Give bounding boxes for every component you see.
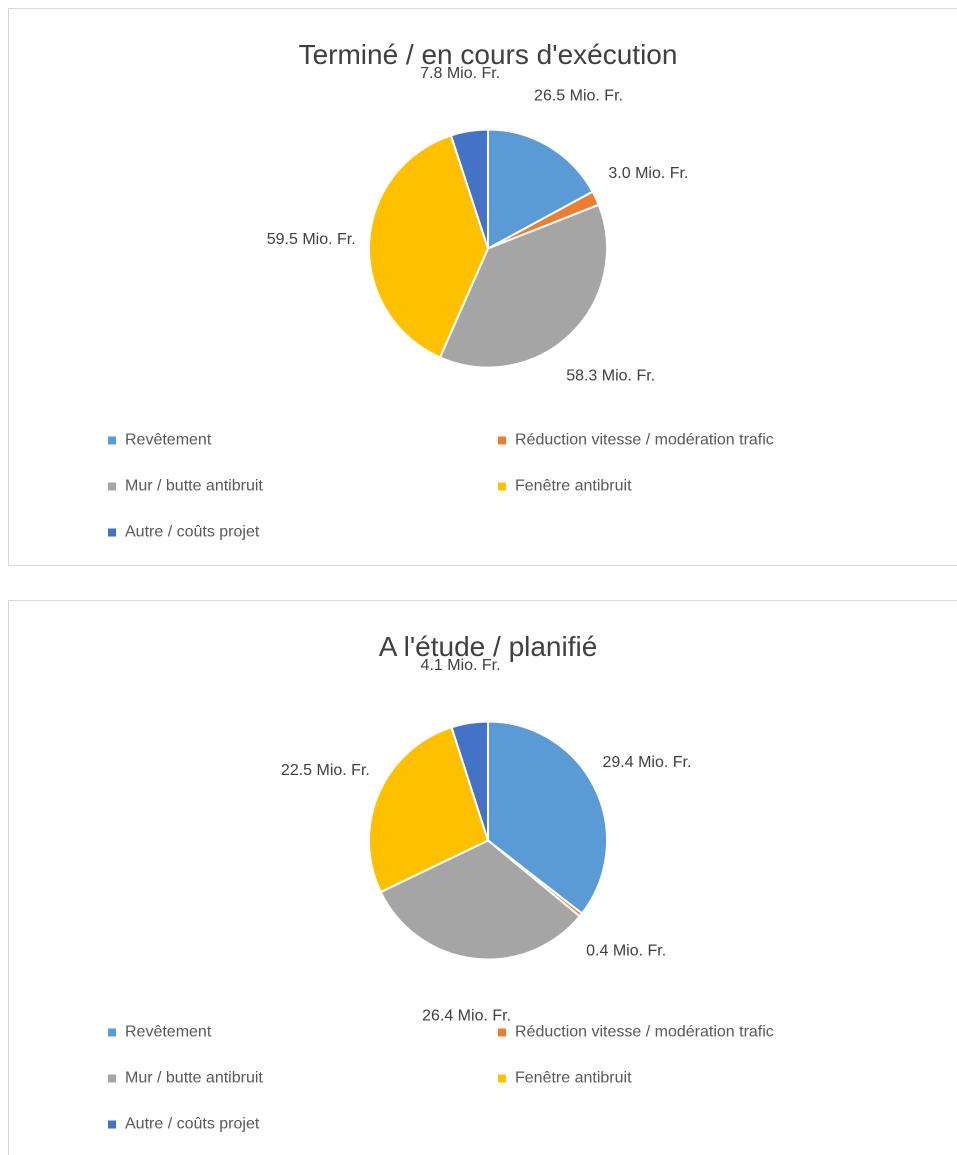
chart-title: Terminé / en cours d'exécution — [299, 39, 678, 70]
data-label: 22.5 Mio. Fr. — [281, 762, 370, 779]
data-label: 58.3 Mio. Fr. — [566, 367, 655, 384]
pie-slice — [487, 720, 608, 915]
data-label: 29.4 Mio. Fr. — [603, 754, 692, 771]
legend-swatch — [108, 482, 116, 491]
legend-label: Mur / butte antibruit — [125, 478, 263, 495]
data-label: 4.1 Mio. Fr. — [421, 657, 501, 674]
data-label: 0.4 Mio. Fr. — [586, 942, 666, 959]
chart-title: A l'étude / planifié — [379, 631, 598, 662]
legend-swatch — [498, 436, 506, 445]
legend-swatch — [108, 436, 116, 445]
legend-label: Revêtement — [125, 1024, 212, 1041]
data-label: 3.0 Mio. Fr. — [608, 165, 688, 182]
legend-swatch — [108, 1028, 116, 1037]
data-label: 26.5 Mio. Fr. — [534, 88, 623, 105]
data-label: 26.4 Mio. Fr. — [422, 1007, 511, 1024]
legend-swatch — [108, 1074, 116, 1083]
legend-swatch — [498, 482, 506, 491]
chart: Terminé / en cours d'exécution 26.5 Mio. … — [8, 8, 957, 566]
legend-label: Réduction vitesse / modération trafic — [515, 432, 774, 449]
chart-frame — [8, 600, 957, 1155]
legend-label: Fenêtre antibruit — [515, 478, 632, 495]
pie-slice — [368, 134, 490, 359]
legend-label: Autre / coûts projet — [125, 524, 260, 541]
legend-swatch — [498, 1074, 506, 1083]
legend-label: Fenêtre antibruit — [515, 1070, 632, 1087]
data-label: 7.8 Mio. Fr. — [420, 65, 500, 82]
legend-swatch — [108, 1120, 116, 1129]
pie-slice — [449, 128, 489, 249]
legend-label: Revêtement — [125, 432, 212, 449]
pie-slice — [368, 725, 490, 894]
chart: A l'étude / planifié 29.4 Mio. Fr. 0.4 Mio… — [8, 600, 957, 1155]
pie-slice — [438, 203, 608, 369]
data-label: 59.5 Mio. Fr. — [267, 231, 356, 248]
legend-label: Réduction vitesse / modération trafic — [515, 1024, 774, 1041]
pie-slice — [450, 720, 489, 841]
legend-label: Autre / coûts projet — [125, 1116, 260, 1133]
chart-frame — [8, 8, 957, 566]
legend-swatch — [498, 1028, 506, 1037]
legend-swatch — [108, 528, 116, 537]
pie-slice — [487, 128, 594, 251]
pie-slice — [379, 839, 582, 961]
legend-label: Mur / butte antibruit — [125, 1070, 263, 1087]
